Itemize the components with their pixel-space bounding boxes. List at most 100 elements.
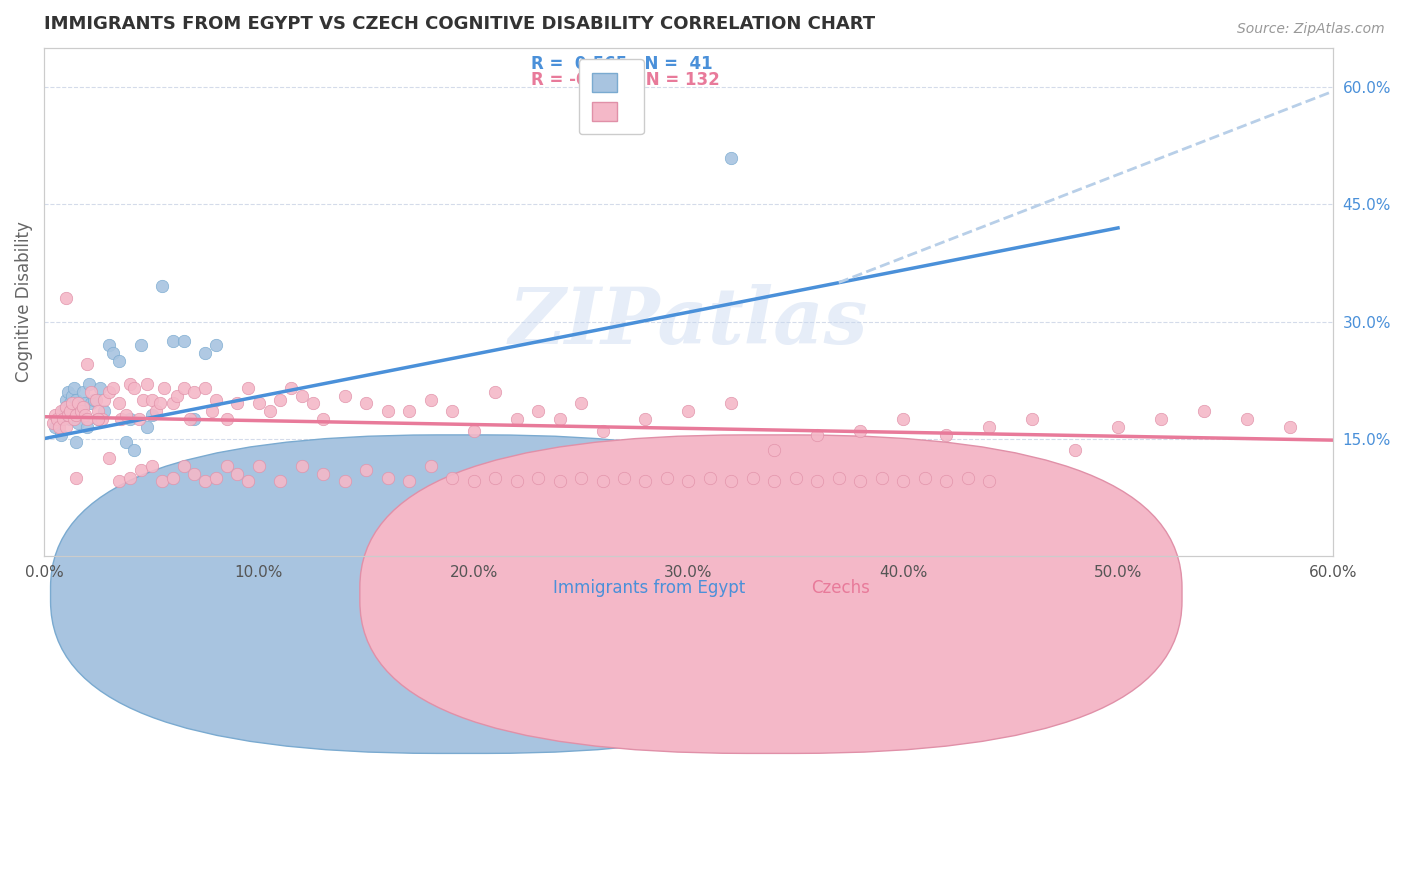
Point <box>51 404 73 418</box>
Point <box>956 470 979 484</box>
Point <box>72 401 94 415</box>
Point <box>136 376 159 391</box>
Point <box>56 408 79 422</box>
Point <box>65 470 87 484</box>
Point <box>183 384 205 399</box>
Point <box>132 392 155 407</box>
Point <box>720 396 742 410</box>
Point <box>52 412 75 426</box>
Point <box>441 404 464 418</box>
Point <box>118 470 141 484</box>
Point <box>179 412 201 426</box>
Point <box>849 424 872 438</box>
Point <box>226 396 249 410</box>
Point <box>806 475 828 489</box>
Point <box>80 396 103 410</box>
Point <box>236 475 259 489</box>
Point <box>1192 404 1215 418</box>
Point <box>56 384 79 399</box>
Point <box>72 384 94 399</box>
Point <box>613 470 636 484</box>
Point <box>97 451 120 466</box>
Point <box>634 412 657 426</box>
Point <box>828 470 851 484</box>
Point <box>463 424 485 438</box>
Point <box>935 475 957 489</box>
Point <box>80 384 103 399</box>
Point <box>150 279 173 293</box>
Point <box>870 470 893 484</box>
Point <box>741 470 763 484</box>
Point <box>108 396 131 410</box>
Point <box>655 470 678 484</box>
Point <box>48 420 70 434</box>
Point <box>162 396 184 410</box>
Point <box>46 412 69 426</box>
Point <box>63 381 86 395</box>
Point <box>505 412 527 426</box>
Text: ZIPatlas: ZIPatlas <box>509 284 868 360</box>
Point <box>97 384 120 399</box>
Point <box>124 443 146 458</box>
Point <box>145 404 167 418</box>
Point <box>55 401 77 415</box>
Point <box>65 435 87 450</box>
Text: Immigrants from Egypt: Immigrants from Egypt <box>553 579 745 597</box>
Point <box>205 470 228 484</box>
Point <box>87 412 110 426</box>
Point <box>914 470 936 484</box>
Point <box>129 338 152 352</box>
Point <box>110 412 132 426</box>
Point <box>215 458 238 473</box>
Point <box>891 412 914 426</box>
Point <box>1236 412 1258 426</box>
Point <box>59 404 82 418</box>
Point <box>215 412 238 426</box>
Point <box>91 412 114 426</box>
Point <box>280 381 302 395</box>
Point <box>205 338 228 352</box>
Point <box>73 408 96 422</box>
Point <box>183 412 205 426</box>
Point <box>463 475 485 489</box>
Point <box>1278 420 1301 434</box>
Point <box>141 392 163 407</box>
Point <box>101 381 124 395</box>
Point <box>301 396 323 410</box>
Point <box>65 392 87 407</box>
Point <box>377 404 399 418</box>
Point <box>173 381 195 395</box>
Point <box>65 408 87 422</box>
Point <box>52 404 75 418</box>
Point <box>173 334 195 348</box>
Point <box>59 396 82 410</box>
Point <box>592 475 614 489</box>
Point <box>247 458 270 473</box>
Text: IMMIGRANTS FROM EGYPT VS CZECH COGNITIVE DISABILITY CORRELATION CHART: IMMIGRANTS FROM EGYPT VS CZECH COGNITIVE… <box>44 15 876 33</box>
Point <box>806 427 828 442</box>
Point <box>118 376 141 391</box>
Point <box>269 475 291 489</box>
Point <box>55 392 77 407</box>
Point <box>333 475 356 489</box>
Point <box>1107 420 1129 434</box>
Point <box>569 396 592 410</box>
Point <box>59 412 82 426</box>
Point <box>129 463 152 477</box>
Point <box>76 358 98 372</box>
Point <box>763 475 786 489</box>
Point <box>93 392 115 407</box>
Point <box>333 389 356 403</box>
Point <box>891 475 914 489</box>
Point <box>173 458 195 473</box>
Point <box>312 467 335 481</box>
Point <box>419 392 441 407</box>
Point <box>69 404 91 418</box>
Point <box>60 396 83 410</box>
Point <box>505 475 527 489</box>
Point <box>226 467 249 481</box>
Point <box>51 427 73 442</box>
Point <box>247 396 270 410</box>
Point <box>83 392 105 407</box>
Point <box>162 470 184 484</box>
